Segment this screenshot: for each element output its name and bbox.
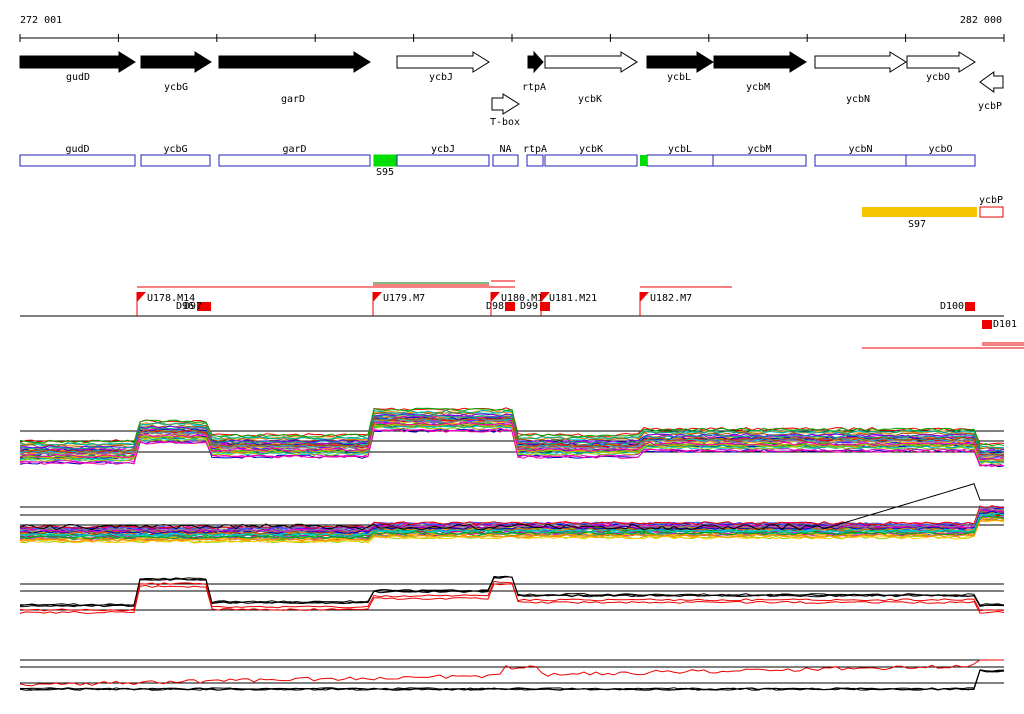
expression-line xyxy=(19,669,1005,691)
segment-label: ycbM xyxy=(747,144,771,155)
gene-arrow xyxy=(979,71,1004,93)
feature-label: U182.M7 xyxy=(650,293,692,304)
segment-box xyxy=(544,154,638,167)
segment-box xyxy=(140,154,211,167)
expression-line xyxy=(19,669,1005,691)
expression-line xyxy=(19,414,1005,454)
expression-line xyxy=(19,669,1005,691)
feature-label: D101 xyxy=(993,319,1017,330)
expression-line xyxy=(19,512,1005,537)
gene-label: gudD xyxy=(66,72,90,83)
segment-label: garD xyxy=(282,144,306,155)
segment-label: ycbG xyxy=(163,144,187,155)
segment-label: ycbJ xyxy=(431,144,455,155)
gene-arrow xyxy=(544,51,638,73)
feature-flag xyxy=(491,292,500,302)
gene-arrow xyxy=(396,51,490,73)
gene-arrow xyxy=(491,93,520,115)
feature-label: U180.M1 xyxy=(501,293,543,304)
segment-label: rtpA xyxy=(523,144,547,155)
feature-box xyxy=(540,302,550,311)
segment-label: S95 xyxy=(376,167,394,178)
expression-line xyxy=(19,413,1005,452)
expression-line xyxy=(20,519,1005,543)
scale-start: 272 001 xyxy=(20,15,62,26)
feature-box xyxy=(505,302,515,311)
gene-label: ycbG xyxy=(164,82,188,93)
expression-line xyxy=(19,510,1005,535)
segment-box xyxy=(905,154,976,167)
expression-line xyxy=(19,416,1005,456)
feature-label: D96 xyxy=(176,301,194,312)
segment-box xyxy=(19,154,136,167)
segment-label: ycbO xyxy=(928,144,952,155)
feature-label: U178.M14 xyxy=(147,293,195,304)
expression-line xyxy=(19,583,1005,614)
gene-arrow xyxy=(814,51,907,73)
gene-label: ycbO xyxy=(926,72,950,83)
segment-mark xyxy=(640,155,647,166)
expression-line xyxy=(19,505,1005,530)
feature-label: U181.M21 xyxy=(549,293,597,304)
segment-label: ycbL xyxy=(668,144,692,155)
segment-box xyxy=(526,154,544,167)
segment-box xyxy=(712,154,807,167)
segment-box xyxy=(814,154,907,167)
feature-flag xyxy=(373,292,382,302)
gene-arrow xyxy=(906,51,976,73)
gene-arrow xyxy=(140,51,212,73)
expression-line xyxy=(19,407,1005,447)
expression-line xyxy=(19,575,1005,607)
expression-line xyxy=(19,419,1005,458)
segment-label: ycbN xyxy=(848,144,872,155)
feature-label: U179.M7 xyxy=(383,293,425,304)
expression-line xyxy=(19,421,1005,460)
gene-arrow xyxy=(713,51,807,73)
segment-box xyxy=(373,154,398,167)
feature-label: D100 xyxy=(940,301,964,312)
feature-flag xyxy=(541,292,550,302)
gene-label: ycbL xyxy=(667,72,691,83)
region-label: S97 xyxy=(908,219,926,230)
segment-box xyxy=(218,154,371,167)
feature-flag xyxy=(640,292,649,302)
region-label: ycbP xyxy=(979,195,1003,206)
segment-box xyxy=(396,154,490,167)
gene-label: T-box xyxy=(490,117,520,128)
feature-label: D97 xyxy=(184,301,202,312)
region-box xyxy=(862,207,977,217)
segment-box xyxy=(492,154,519,167)
expression-line xyxy=(19,515,1005,539)
gene-arrow xyxy=(218,51,371,73)
expression-line xyxy=(19,483,1004,531)
feature-box xyxy=(965,302,975,311)
segment-label: NA xyxy=(499,144,511,155)
expression-line xyxy=(19,659,1004,687)
expression-line xyxy=(19,428,1005,468)
gene-label: garD xyxy=(281,94,305,105)
segment-label: ycbK xyxy=(579,144,603,155)
feature-box xyxy=(982,320,992,329)
feature-label: D98 xyxy=(486,301,504,312)
gene-label: ycbJ xyxy=(429,72,453,83)
feature-box xyxy=(201,302,211,311)
region-box xyxy=(979,206,1004,218)
gene-arrow xyxy=(527,50,544,74)
gene-label: ycbP xyxy=(978,101,1002,112)
gene-arrow xyxy=(19,51,136,73)
segment-box xyxy=(646,154,714,167)
expression-line xyxy=(19,580,1005,612)
gene-label: ycbN xyxy=(846,94,870,105)
gene-label: ycbK xyxy=(578,94,602,105)
gene-arrow xyxy=(646,51,714,73)
scale-end: 282 000 xyxy=(960,15,1002,26)
segment-label: gudD xyxy=(65,144,89,155)
gene-label: ycbM xyxy=(746,82,770,93)
gene-label: rtpA xyxy=(522,82,546,93)
feature-label: D99 xyxy=(520,301,538,312)
feature-flag xyxy=(137,292,146,302)
